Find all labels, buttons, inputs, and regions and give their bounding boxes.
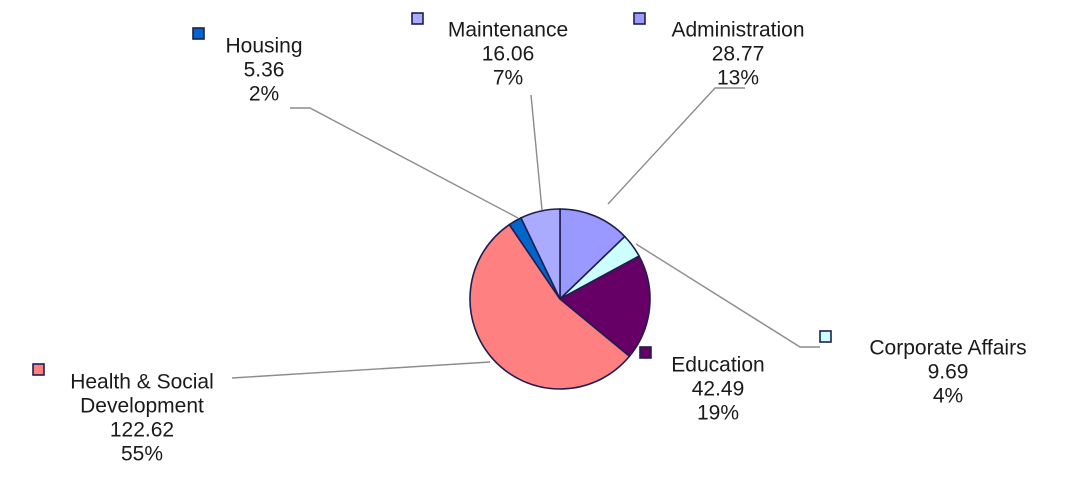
slice-percent-maintenance: 7% [493,66,523,89]
slice-percent-administration: 13% [717,66,759,89]
leader-lines [231,87,820,379]
leader-line-housing [290,107,519,219]
slice-value-education: 42.49 [692,377,745,400]
legend-swatch-corporate-affairs [819,330,832,343]
slice-percent-corporate-affairs: 4% [933,384,963,407]
slice-name-health-and-social-development: Development [80,394,204,417]
leader-line-maintenance [530,94,543,211]
pie-slice-maintenance [519,208,561,300]
leader-line-administration [607,87,745,205]
slice-percent-education: 19% [697,401,739,424]
pie-slice-administration [559,208,626,301]
slice-percent-health-and-social-development: 55% [121,442,163,465]
pie-slice-health-and-social-development [469,223,631,390]
slice-value-maintenance: 16.06 [482,42,535,65]
pie-slices [469,208,651,390]
slice-value-administration: 28.77 [712,42,765,65]
legend-swatch-health-and-social-development [32,363,45,376]
slice-name-administration: Administration [671,18,804,41]
leader-line-corporate-affairs [635,243,820,348]
leader-line-health-and-social-development [231,361,491,379]
slice-name-health-and-social-development: Health & Social [70,370,214,393]
slice-percent-housing: 2% [249,82,279,105]
legend-swatch-education [639,346,652,359]
slice-name-corporate-affairs: Corporate Affairs [869,336,1026,359]
legend-swatch-maintenance [411,12,424,25]
slice-value-health-and-social-development: 122.62 [110,418,174,441]
slice-value-housing: 5.36 [244,58,285,81]
slice-value-corporate-affairs: 9.69 [928,360,969,383]
legend-swatch-administration [633,12,646,25]
slice-name-housing: Housing [225,34,302,57]
legend-swatch-housing [192,27,205,40]
pie-slice-education [558,255,651,358]
slice-name-maintenance: Maintenance [448,18,568,41]
slice-name-education: Education [671,353,764,376]
